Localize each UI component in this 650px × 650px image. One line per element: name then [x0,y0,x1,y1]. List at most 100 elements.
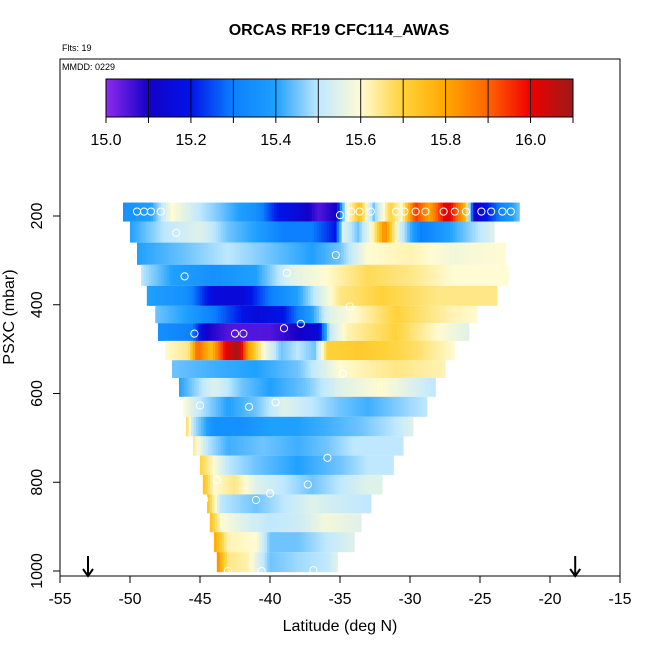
heatmap-cell [252,360,256,378]
heatmap-cell [362,202,366,222]
heatmap-cell [253,323,257,341]
heatmap-cell [430,202,434,222]
heatmap-row [137,242,506,265]
heatmap-cell [452,323,456,341]
heatmap-cell [310,513,314,533]
heatmap-cell [221,416,225,437]
sample-point [477,207,486,216]
heatmap-cell [325,285,329,306]
heatmap-cell [275,340,279,361]
heatmap-cell [271,202,275,222]
heatmap-cell [429,340,433,361]
heatmap-cell [258,396,262,417]
heatmap-cell [185,323,189,341]
heatmap-cell [436,360,440,378]
heatmap-row [130,221,495,243]
heatmap-cell [468,264,472,286]
heatmap-cell [449,242,453,265]
heatmap-cell [397,416,401,437]
heatmap-cell [142,221,146,243]
heatmap-cell [303,455,307,475]
heatmap-cell [400,202,404,222]
heatmap-cell [355,285,360,306]
heatmap-cell [348,340,353,361]
heatmap-cell [328,242,332,265]
heatmap-cell [232,360,236,378]
heatmap-cell [190,323,194,341]
heatmap-cell [234,264,238,286]
sample-point [223,566,233,576]
heatmap-cell [476,285,481,306]
heatmap-cell [225,436,229,456]
heatmap-cell [358,455,362,475]
heatmap-cell [197,340,201,361]
heatmap-cell [465,305,469,324]
heatmap-cell [343,513,347,533]
heatmap-cell [385,264,389,286]
x-tick-label: -40 [258,591,281,608]
heatmap-cell [327,532,331,553]
heatmap-cell [231,552,236,573]
heatmap-cell [399,396,404,417]
heatmap-cell [169,285,173,306]
heatmap-cell [265,513,269,533]
heatmap-cell [310,455,314,475]
heatmap-cell [259,264,263,286]
heatmap-cell [342,377,346,397]
heatmap-cell [428,377,432,397]
heatmap-cell [285,455,289,475]
heatmap-cell [362,416,366,437]
heatmap-cell [242,360,246,378]
sample-point [400,207,409,216]
heatmap-cell [287,285,292,306]
heatmap-cell [393,264,397,286]
sample-point [323,453,332,462]
heatmap-cell [205,474,209,495]
heatmap-cell [235,455,239,475]
heatmap-cell [271,396,275,417]
heatmap-cell [286,305,290,324]
heatmap-cell [345,360,349,378]
heatmap-cell [212,474,216,495]
sample-point [239,329,248,338]
heatmap-cell [437,305,441,324]
heatmap-cell [281,305,285,324]
heatmap-cell [210,455,214,475]
heatmap-cell [377,396,381,417]
heatmap-cell [320,513,324,533]
heatmap-cell [286,323,290,341]
heatmap-cell [253,474,257,495]
heatmap-cell [283,305,287,324]
heatmap-cell [288,242,292,265]
heatmap-cell [239,264,243,286]
heatmap-cell [442,340,446,361]
heatmap-cell [476,264,480,286]
heatmap-cell [221,323,225,341]
heatmap-cell [252,552,256,573]
heatmap-row [155,305,478,324]
heatmap-cell [203,396,207,417]
heatmap-cell [188,202,192,222]
heatmap-cell [301,221,305,243]
heatmap-cell [190,305,194,324]
heatmap-cell [368,360,372,378]
heatmap-cell [473,202,477,222]
heatmap-cell [259,494,264,514]
heatmap-row [214,532,355,553]
heatmap-cell [371,340,375,361]
heatmap-cell [347,264,351,286]
heatmap-cell [423,264,427,286]
heatmap-cell [277,552,281,573]
heatmap-cell [320,264,324,286]
heatmap-cell [489,285,493,306]
heatmap-cell [249,416,253,437]
heatmap-cell [249,377,253,397]
heatmap-cell [267,513,271,533]
heatmap-cell [256,202,260,222]
heatmap-cell [346,474,350,495]
heatmap-cell [149,285,153,306]
heatmap-cell [222,494,226,514]
heatmap-cell [424,285,428,306]
heatmap-cell [215,305,219,324]
heatmap-cell [268,221,272,243]
